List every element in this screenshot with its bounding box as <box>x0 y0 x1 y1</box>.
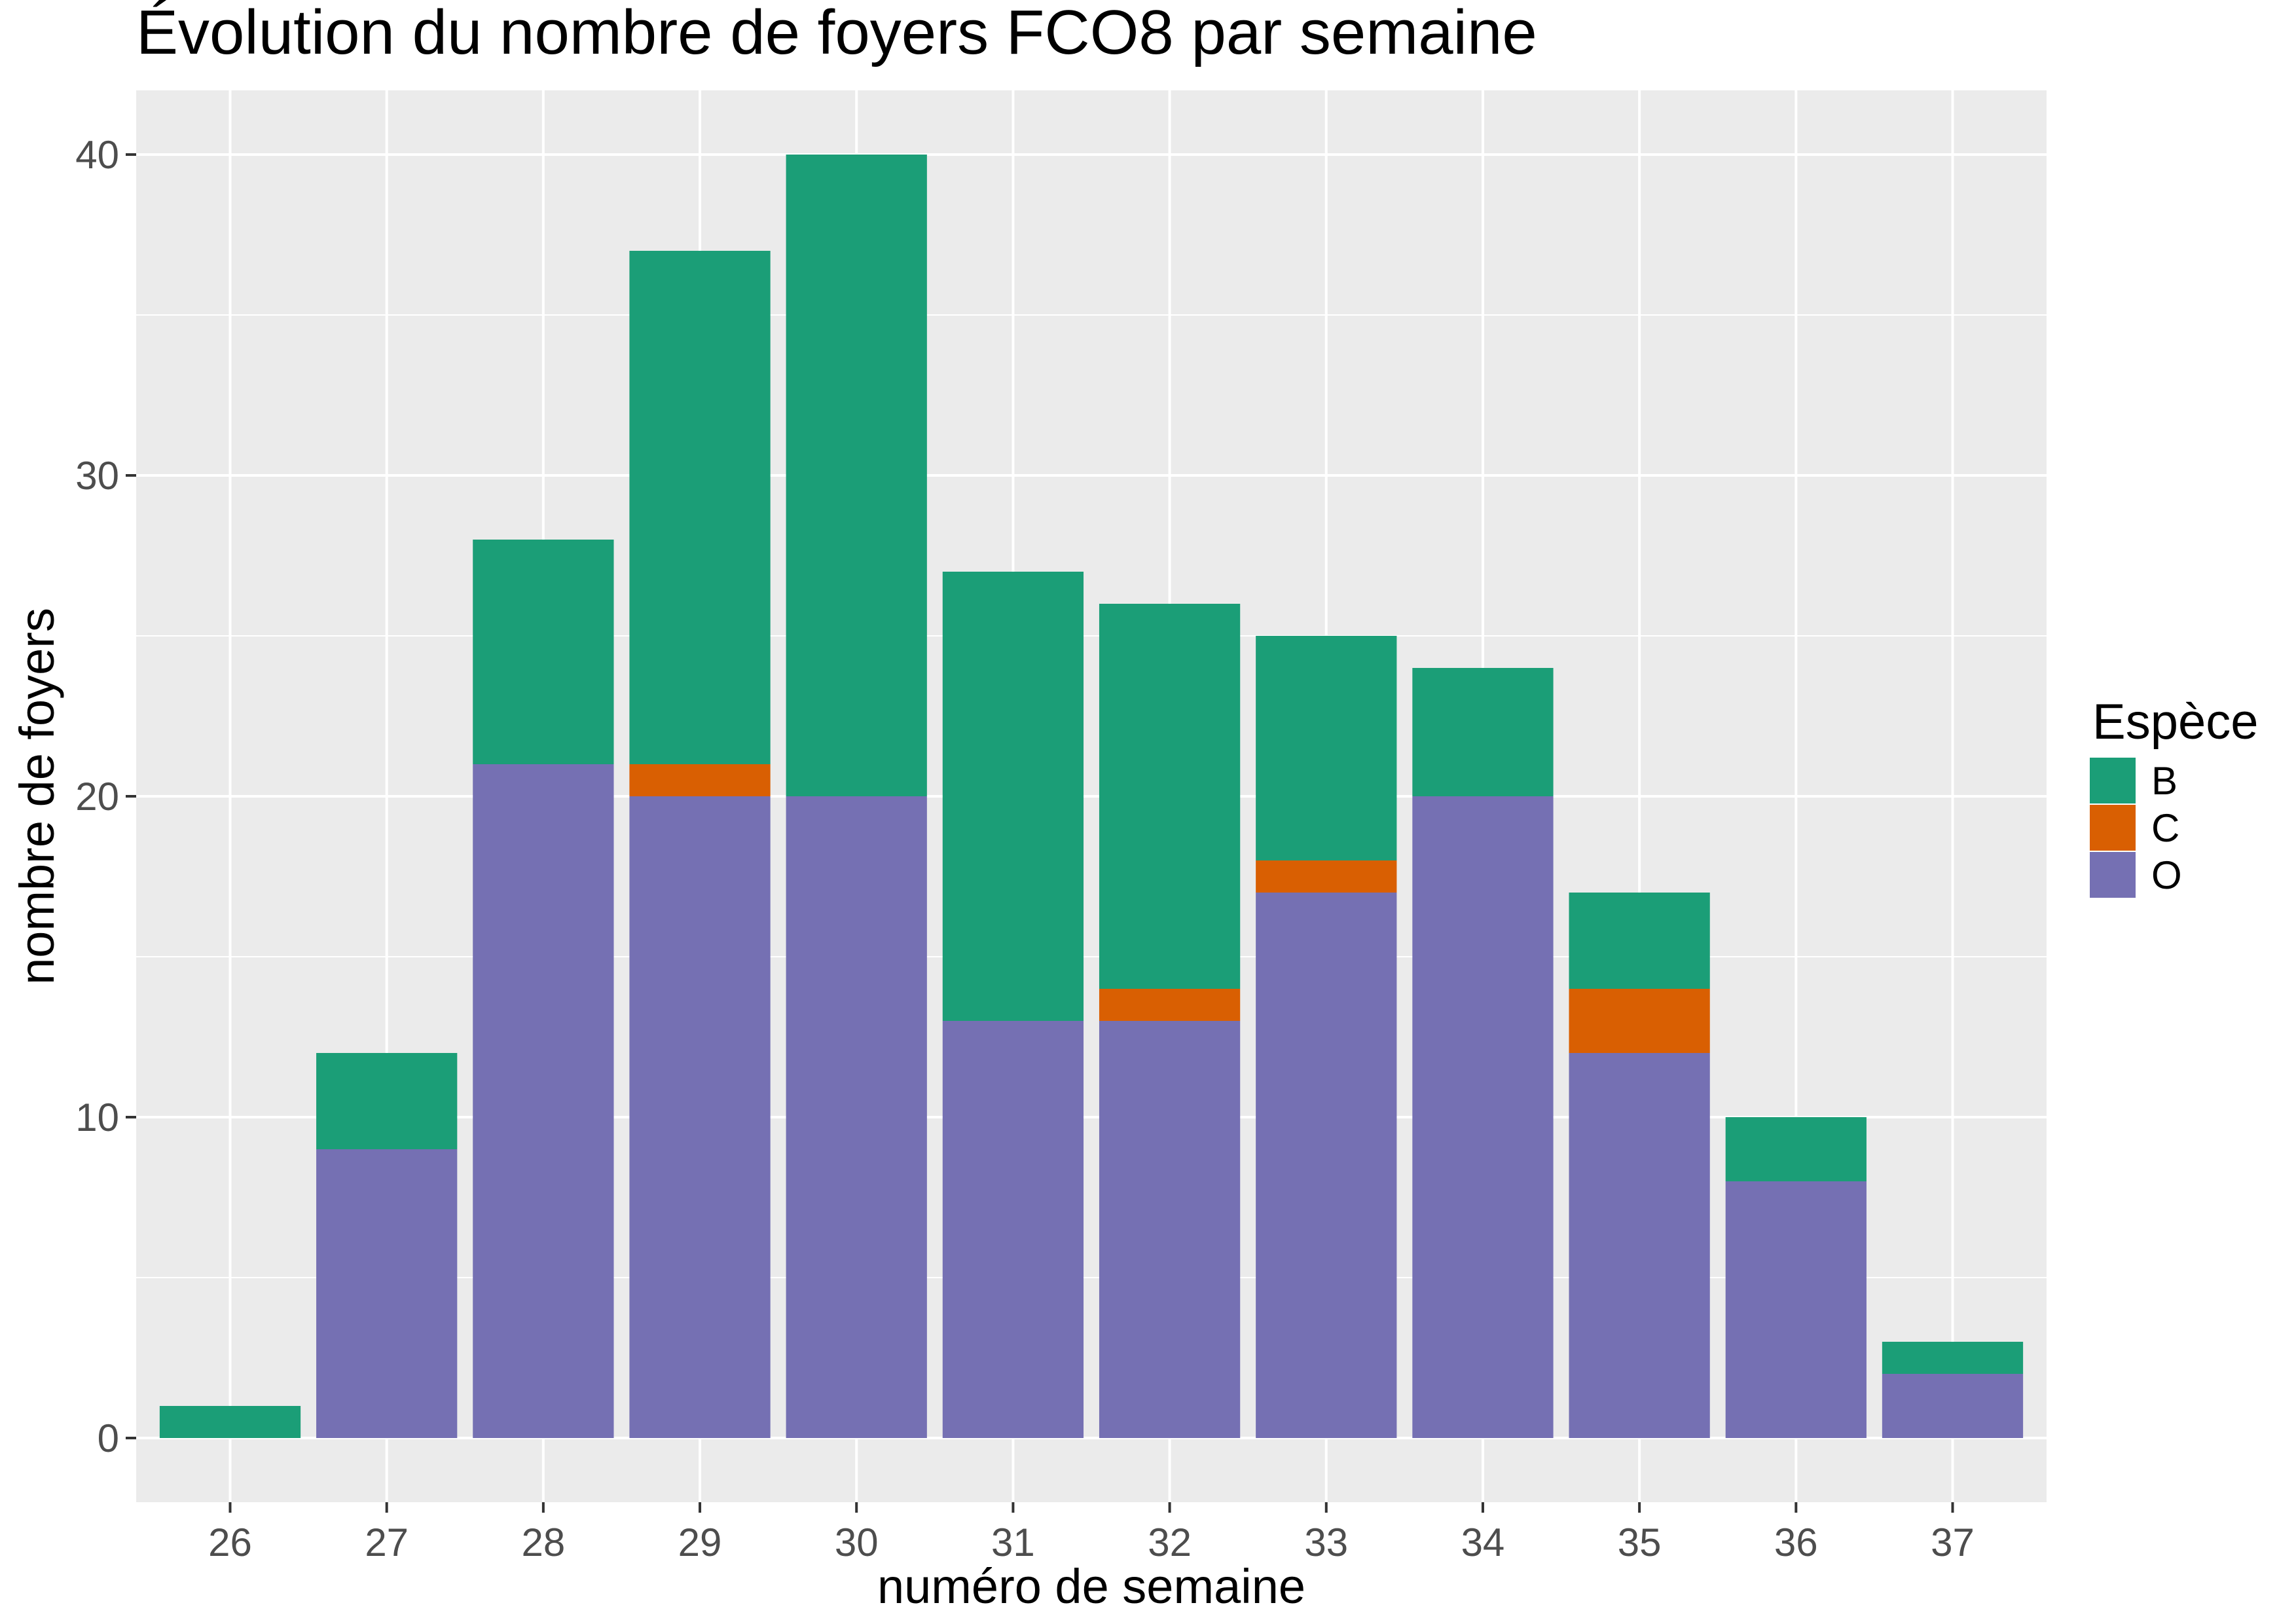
x-tick-label: 36 <box>1774 1521 1818 1564</box>
y-tick-label: 10 <box>75 1096 119 1139</box>
bar-segment-B-week-27 <box>316 1053 458 1149</box>
x-tick-label: 30 <box>835 1521 879 1564</box>
x-axis: 26 27 28 29 30 31 32 33 34 35 36 37 <box>208 1502 1975 1564</box>
bar-segment-B-week-30 <box>786 155 927 796</box>
y-tick-label: 30 <box>75 454 119 498</box>
bar-segment-B-week-26 <box>159 1406 301 1438</box>
bar-segment-O-week-28 <box>473 764 614 1438</box>
legend-title: Espèce <box>2092 694 2259 750</box>
chart-title: Évolution du nombre de foyers FCO8 par s… <box>136 0 1537 67</box>
x-axis-title: numéro de semaine <box>877 1559 1305 1614</box>
x-tick-label: 26 <box>208 1521 252 1564</box>
bar-segment-O-week-32 <box>1099 1021 1241 1438</box>
bar-segment-B-week-31 <box>942 572 1084 1021</box>
bar-segment-O-week-30 <box>786 796 927 1438</box>
x-tick-label: 28 <box>521 1521 565 1564</box>
legend-key-B <box>2090 758 2136 803</box>
bar-segment-O-week-36 <box>1725 1181 1867 1438</box>
bar-segment-B-week-36 <box>1725 1117 1867 1181</box>
bar-segment-B-week-37 <box>1882 1342 2024 1374</box>
legend-label-O: O <box>2151 853 2182 897</box>
bar-segment-B-week-32 <box>1099 604 1241 989</box>
bar-segment-O-week-31 <box>942 1021 1084 1438</box>
x-tick-label: 34 <box>1461 1521 1505 1564</box>
bar-segment-C-week-29 <box>629 764 771 796</box>
bar-segment-C-week-33 <box>1256 860 1397 893</box>
y-tick-label: 20 <box>75 775 119 819</box>
legend-key-O <box>2090 852 2136 898</box>
y-axis: 0 10 20 30 40 <box>75 133 136 1460</box>
bar-segment-O-week-35 <box>1569 1053 1710 1438</box>
y-tick-label: 0 <box>98 1416 119 1460</box>
x-tick-label: 32 <box>1148 1521 1192 1564</box>
bar-segment-B-week-28 <box>473 540 614 764</box>
bar-segment-B-week-34 <box>1412 668 1554 796</box>
bar-segment-B-week-29 <box>629 251 771 764</box>
y-axis-title: nombre de foyers <box>10 608 64 985</box>
x-tick-label: 37 <box>1931 1521 1975 1564</box>
bar-segment-O-week-33 <box>1256 893 1397 1438</box>
y-tick-label: 40 <box>75 133 119 177</box>
bar-segment-O-week-29 <box>629 796 771 1438</box>
x-tick-label: 33 <box>1304 1521 1348 1564</box>
bar-segment-C-week-35 <box>1569 989 1710 1053</box>
x-tick-label: 29 <box>678 1521 722 1564</box>
bar-segment-O-week-37 <box>1882 1374 2024 1438</box>
bar-segment-B-week-35 <box>1569 893 1710 989</box>
bar-segment-O-week-34 <box>1412 796 1554 1438</box>
bars <box>159 155 2024 1438</box>
x-tick-label: 31 <box>991 1521 1035 1564</box>
bar-segment-C-week-32 <box>1099 989 1241 1021</box>
legend-label-C: C <box>2151 806 2179 850</box>
bar-segment-B-week-33 <box>1256 636 1397 860</box>
x-tick-label: 27 <box>365 1521 409 1564</box>
legend: Espèce BCO <box>2090 694 2259 898</box>
legend-label-B: B <box>2151 759 2178 803</box>
legend-key-C <box>2090 805 2136 851</box>
x-tick-label: 35 <box>1618 1521 1662 1564</box>
bar-segment-O-week-27 <box>316 1149 458 1438</box>
